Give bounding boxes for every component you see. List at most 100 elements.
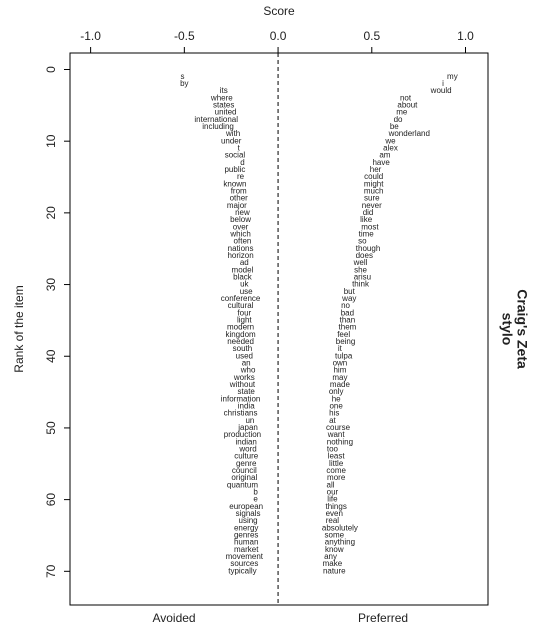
word-point: might: [364, 179, 384, 188]
word-point: know: [325, 545, 344, 554]
word-point: quantum: [227, 480, 258, 489]
y-tick-label: 50: [44, 421, 58, 435]
y-tick-label: 40: [44, 349, 58, 363]
word-point: b: [253, 488, 258, 497]
y-tick-label: 20: [44, 206, 58, 220]
word-point: under: [221, 136, 242, 145]
word-point: d: [240, 158, 244, 167]
word-point: with: [225, 129, 240, 138]
x-tick-label: -1.0: [80, 29, 101, 43]
word-point: ad: [240, 258, 249, 267]
y-tick-label: 60: [44, 493, 58, 507]
word-point: original: [231, 473, 257, 482]
word-point: any: [324, 552, 337, 561]
word-point: from: [231, 186, 247, 195]
word-point: known: [223, 179, 246, 188]
word-point: we: [384, 136, 396, 145]
word-point: would: [430, 86, 452, 95]
word-point: things: [325, 502, 346, 511]
word-point: needed: [227, 337, 254, 346]
word-point: light: [237, 316, 252, 325]
word-point: information: [221, 394, 261, 403]
word-point: without: [229, 380, 256, 389]
word-point: sources: [230, 559, 258, 568]
word-point: some: [325, 531, 345, 540]
word-point: t: [238, 143, 241, 152]
word-point: use: [240, 287, 253, 296]
word-point: want: [327, 430, 346, 439]
word-point: more: [327, 473, 346, 482]
word-point: him: [333, 366, 346, 375]
word-point: signals: [236, 509, 261, 518]
x-tick-label: 1.0: [457, 29, 474, 43]
word-point: often: [234, 237, 252, 246]
word-point: course: [326, 423, 351, 432]
word-point: his: [329, 409, 339, 418]
word-point: like: [360, 215, 373, 224]
word-point: its: [220, 86, 228, 95]
group-label: Preferred: [358, 611, 408, 625]
word-point: works: [233, 373, 255, 382]
word-point: made: [330, 380, 351, 389]
x-tick-label: 0.5: [363, 29, 380, 43]
word-point: united: [215, 108, 237, 117]
word-point: way: [341, 294, 356, 303]
x-axis-title: Score: [263, 4, 295, 18]
word-point: have: [372, 158, 390, 167]
word-point: one: [329, 402, 343, 411]
chart-title: Craig's Zeta: [514, 289, 530, 369]
word-point: bad: [341, 308, 354, 317]
word-point: absolutely: [322, 523, 358, 532]
word-point: conference: [221, 294, 261, 303]
word-point: other: [230, 194, 249, 203]
word-point: states: [213, 100, 234, 109]
word-point: so: [358, 237, 367, 246]
word-point: council: [232, 466, 257, 475]
word-point: them: [339, 323, 357, 332]
word-point: european: [229, 502, 263, 511]
word-point: little: [329, 459, 344, 468]
word-point: it: [338, 344, 343, 353]
caption: stylo: [499, 313, 515, 346]
word-point: he: [332, 394, 341, 403]
word-point: anything: [325, 538, 355, 547]
word-point: do: [394, 115, 403, 124]
word-point: about: [397, 100, 418, 109]
word-point: an: [242, 359, 251, 368]
word-point: think: [352, 280, 370, 289]
word-point: time: [359, 229, 375, 238]
word-point: modern: [227, 323, 254, 332]
word-point: black: [233, 272, 253, 281]
word-point: horizon: [227, 251, 253, 260]
word-point: production: [224, 430, 261, 439]
word-point: no: [341, 301, 350, 310]
word-point: be: [390, 122, 399, 131]
word-point: india: [238, 402, 255, 411]
word-point: where: [210, 93, 233, 102]
word-point: energy: [234, 523, 258, 532]
y-tick-label: 10: [44, 134, 58, 148]
plot-frame: [69, 52, 489, 606]
word-point: south: [233, 344, 253, 353]
word-point: movement: [226, 552, 264, 561]
word-point: model: [232, 265, 254, 274]
word-point: used: [236, 351, 253, 360]
word-point: never: [362, 201, 382, 210]
word-point: new: [235, 208, 250, 217]
word-point: state: [238, 387, 256, 396]
word-point: most: [361, 222, 379, 231]
word-point: tulpa: [335, 351, 353, 360]
word-point: word: [238, 445, 256, 454]
word-point: market: [234, 545, 259, 554]
word-point: me: [396, 108, 408, 117]
word-point: nothing: [327, 437, 353, 446]
word-point: arisu: [354, 272, 371, 281]
word-point: who: [240, 366, 256, 375]
word-point: japan: [237, 423, 258, 432]
word-point: come: [326, 466, 346, 475]
word-point: christians: [224, 409, 258, 418]
word-point: our: [327, 488, 339, 497]
word-point: real: [326, 516, 340, 525]
word-point: four: [237, 308, 251, 317]
